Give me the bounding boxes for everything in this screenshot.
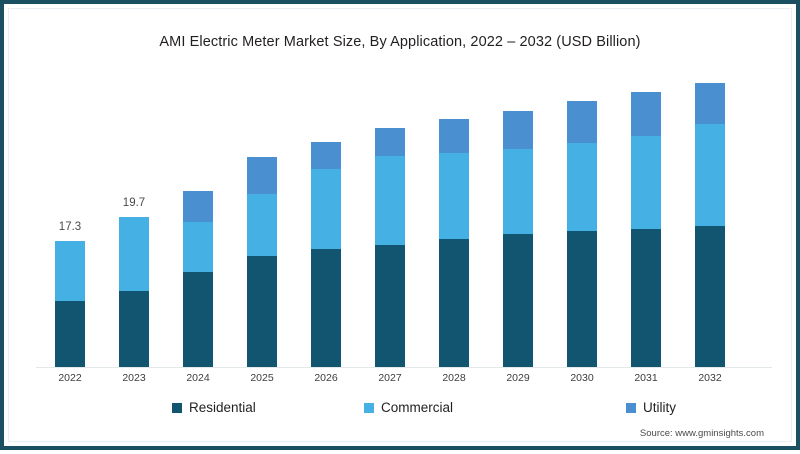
residential-segment-2031 bbox=[631, 229, 661, 367]
legend-item-commercial[interactable]: Commercial bbox=[364, 400, 453, 415]
source-attribution: Source: www.gminsights.com bbox=[639, 428, 764, 439]
utility-segment-2031 bbox=[631, 92, 661, 136]
utility-segment-2025 bbox=[247, 157, 277, 194]
legend-swatch-icon-residential bbox=[172, 402, 182, 413]
x-axis-baseline bbox=[36, 367, 772, 368]
residential-segment-2027 bbox=[375, 245, 405, 367]
legend-swatch-icon-utility bbox=[626, 402, 636, 413]
bar-column-2023[interactable] bbox=[119, 217, 149, 367]
legend-item-utility[interactable]: Utility bbox=[626, 400, 676, 415]
x-tick-2031: 2031 bbox=[634, 372, 658, 384]
bar-column-2031[interactable] bbox=[631, 92, 661, 367]
x-tick-2028: 2028 bbox=[442, 372, 466, 384]
bar-column-2032[interactable] bbox=[695, 83, 725, 367]
commercial-segment-2024 bbox=[183, 222, 213, 272]
x-tick-2025: 2025 bbox=[250, 372, 274, 384]
bar-column-2025[interactable] bbox=[247, 157, 277, 367]
legend: Residential Commercial Utility bbox=[4, 400, 796, 420]
commercial-segment-2027 bbox=[375, 156, 405, 245]
x-tick-2024: 2024 bbox=[186, 372, 210, 384]
legend-item-residential[interactable]: Residential bbox=[172, 400, 256, 415]
residential-segment-2030 bbox=[567, 231, 597, 367]
x-tick-2027: 2027 bbox=[378, 372, 402, 384]
bar-column-2028[interactable] bbox=[439, 119, 469, 367]
commercial-segment-2023 bbox=[119, 217, 149, 292]
utility-segment-2030 bbox=[567, 101, 597, 143]
bar-column-2022[interactable] bbox=[55, 241, 85, 367]
legend-label: Commercial bbox=[381, 400, 454, 415]
legend-label: Utility bbox=[643, 400, 676, 415]
x-tick-2030: 2030 bbox=[570, 372, 594, 384]
x-tick-2022: 2022 bbox=[58, 372, 82, 384]
bar-value-label-2022: 17.3 bbox=[58, 221, 82, 233]
commercial-segment-2028 bbox=[439, 153, 469, 239]
residential-segment-2025 bbox=[247, 256, 277, 367]
residential-segment-2022 bbox=[55, 300, 85, 367]
residential-segment-2029 bbox=[503, 234, 533, 367]
residential-segment-2028 bbox=[439, 239, 469, 367]
commercial-segment-2032 bbox=[695, 124, 725, 226]
bar-column-2029[interactable] bbox=[503, 111, 533, 367]
legend-label: Residential bbox=[189, 400, 256, 415]
x-tick-2023: 2023 bbox=[122, 372, 146, 384]
commercial-segment-2030 bbox=[567, 143, 597, 231]
residential-segment-2023 bbox=[119, 291, 149, 367]
legend-swatch-icon-commercial bbox=[364, 402, 374, 413]
bar-column-2030[interactable] bbox=[567, 101, 597, 367]
utility-segment-2029 bbox=[503, 111, 533, 149]
utility-segment-2032 bbox=[695, 83, 725, 124]
x-tick-2029: 2029 bbox=[506, 372, 530, 384]
utility-segment-2026 bbox=[311, 142, 341, 169]
commercial-segment-2029 bbox=[503, 149, 533, 234]
residential-segment-2026 bbox=[311, 249, 341, 367]
utility-segment-2024 bbox=[183, 191, 213, 222]
plot-area: 17.3 2022 19.7 2023 2024 2025 2026 2027 2028 2029… bbox=[4, 4, 800, 454]
utility-segment-2027 bbox=[375, 128, 405, 156]
residential-segment-2032 bbox=[695, 226, 725, 367]
x-tick-2026: 2026 bbox=[314, 372, 338, 384]
x-tick-2032: 2032 bbox=[698, 372, 722, 384]
commercial-segment-2025 bbox=[247, 194, 277, 256]
bar-column-2027[interactable] bbox=[375, 128, 405, 367]
residential-segment-2024 bbox=[183, 272, 213, 367]
commercial-segment-2031 bbox=[631, 136, 661, 229]
utility-segment-2028 bbox=[439, 119, 469, 153]
commercial-segment-2026 bbox=[311, 169, 341, 249]
page-title: AMI Electric Meter Market Size, By Appli… bbox=[159, 34, 641, 50]
commercial-segment-2022 bbox=[55, 241, 85, 301]
bar-column-2024[interactable] bbox=[183, 191, 213, 367]
bar-value-label-2023: 19.7 bbox=[122, 197, 146, 209]
bar-column-2026[interactable] bbox=[311, 142, 341, 367]
